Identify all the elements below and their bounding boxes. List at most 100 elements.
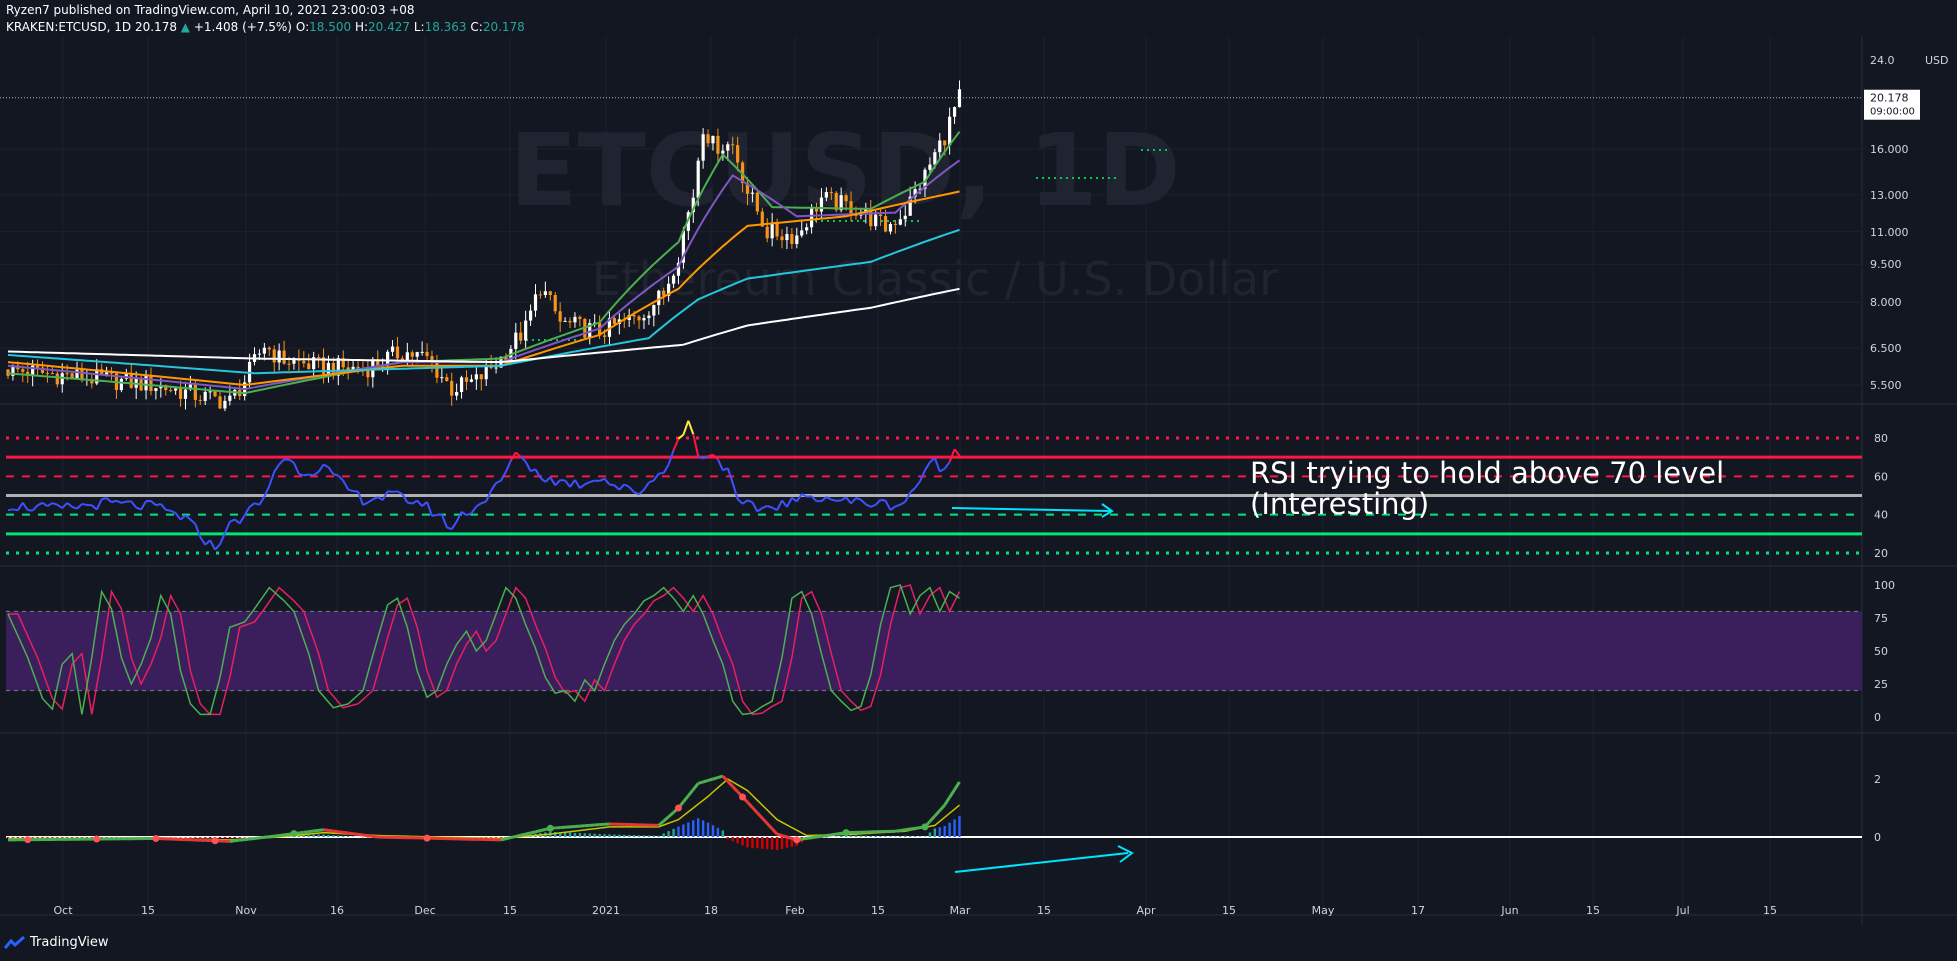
rsi-line-segment <box>860 498 867 506</box>
macd-histogram-bar <box>711 825 715 837</box>
last-price-tag <box>1864 89 1920 120</box>
macd-line-segment <box>318 828 324 832</box>
rsi-line-segment <box>726 467 734 484</box>
candle-body <box>435 362 439 378</box>
rsi-line-segment <box>579 483 586 489</box>
macd-histogram-bar <box>879 836 882 837</box>
candle-body <box>800 230 804 236</box>
rsi-line-segment <box>174 512 182 521</box>
candle-body <box>519 332 523 341</box>
candle-body <box>95 369 99 384</box>
rsi-line-segment <box>308 473 314 477</box>
macd-line-segment <box>826 833 832 838</box>
rsi-line-segment <box>717 458 724 471</box>
macd-histogram-bar <box>583 833 587 837</box>
rsi-line-segment <box>243 506 251 516</box>
rsi-line-segment <box>731 482 739 500</box>
macd-line-segment <box>229 839 235 843</box>
candle-body <box>943 140 947 146</box>
macd-histogram-bar <box>70 837 74 838</box>
rsi-line-segment <box>524 461 532 472</box>
macd-histogram-bar <box>56 837 59 838</box>
macd-histogram-bar <box>726 837 729 840</box>
macd-histogram-bar <box>721 830 725 837</box>
macd-cross-dot <box>842 829 850 837</box>
macd-histogram-bar <box>204 837 207 838</box>
rsi-line-segment <box>914 480 921 489</box>
macd-histogram-bar <box>307 834 310 837</box>
candle-body <box>775 223 779 237</box>
rsi-line-segment <box>820 496 828 502</box>
rsi-line-segment <box>194 523 202 538</box>
rsi-line-segment <box>904 491 912 503</box>
candle-body <box>538 294 543 296</box>
rsi-line-segment <box>12 508 19 512</box>
rsi-line-segment <box>263 485 271 497</box>
candle-body <box>844 195 848 202</box>
rsi-line-segment <box>293 462 300 475</box>
macd-line-segment <box>746 801 754 809</box>
candle-body <box>662 290 666 296</box>
rsi-line-segment <box>874 499 882 506</box>
rsi-line-segment <box>795 493 803 503</box>
time-tick-label: May <box>1312 904 1335 917</box>
change-up-icon: ▲ <box>180 20 191 34</box>
stoch-tick-label: 0 <box>1874 711 1881 724</box>
macd-histogram-bar <box>499 837 503 839</box>
macd-histogram-bar <box>701 820 705 837</box>
candle-body <box>809 207 814 228</box>
macd-histogram-bar <box>849 835 853 837</box>
macd-line-segment <box>347 831 354 836</box>
rsi-line-segment <box>470 505 478 514</box>
macd-line-segment <box>525 831 531 836</box>
candle-body <box>50 373 54 375</box>
rsi-line-segment <box>747 499 753 504</box>
macd-histogram-bar <box>317 834 320 837</box>
macd-histogram-bar <box>618 834 621 837</box>
macd-histogram-bar <box>736 837 739 844</box>
candle-body <box>819 197 824 212</box>
rsi-line-segment <box>392 490 398 493</box>
rsi-line-segment <box>135 506 142 511</box>
rsi-line-segment <box>919 469 926 482</box>
candle-body <box>203 391 207 401</box>
rsi-line-segment <box>17 502 24 511</box>
candle-body <box>415 352 419 357</box>
tradingview-logo[interactable]: TradingView <box>4 935 109 950</box>
candle-body <box>450 380 454 396</box>
candle-body <box>455 392 459 396</box>
low-label: L: <box>413 20 425 34</box>
rsi-line-segment <box>416 499 423 507</box>
macd-histogram-bar <box>756 837 759 849</box>
macd-line-segment <box>731 785 739 793</box>
candle-body <box>164 384 168 391</box>
candle-body <box>262 347 266 354</box>
candle-body <box>657 290 661 306</box>
rsi-line-segment <box>66 502 73 508</box>
rsi-line-segment <box>313 470 320 477</box>
rsi-line-segment <box>455 511 463 523</box>
macd-line-segment <box>948 788 956 799</box>
macd-cross-dot <box>739 793 747 801</box>
macd-line-segment <box>362 833 369 838</box>
candle-body <box>938 140 942 153</box>
rsi-line-segment <box>165 508 171 512</box>
macd-histogram-bar <box>623 834 626 837</box>
rsi-line-segment <box>204 539 211 546</box>
candle-body <box>928 164 932 170</box>
rsi-line-segment <box>530 468 536 473</box>
macd-line-segment <box>343 830 349 835</box>
candle-body <box>908 196 912 216</box>
rsi-line-segment <box>831 498 837 502</box>
last-price: 20.178 <box>134 20 177 34</box>
candle-body <box>879 214 883 217</box>
rsi-line-segment <box>199 536 207 546</box>
rsi-line-segment <box>357 491 364 506</box>
macd-line-segment <box>953 781 961 791</box>
rsi-line-segment <box>953 448 961 457</box>
candle-body <box>31 365 35 377</box>
candle-body <box>588 323 592 338</box>
candle-body <box>484 365 488 380</box>
candle-body <box>652 305 656 316</box>
